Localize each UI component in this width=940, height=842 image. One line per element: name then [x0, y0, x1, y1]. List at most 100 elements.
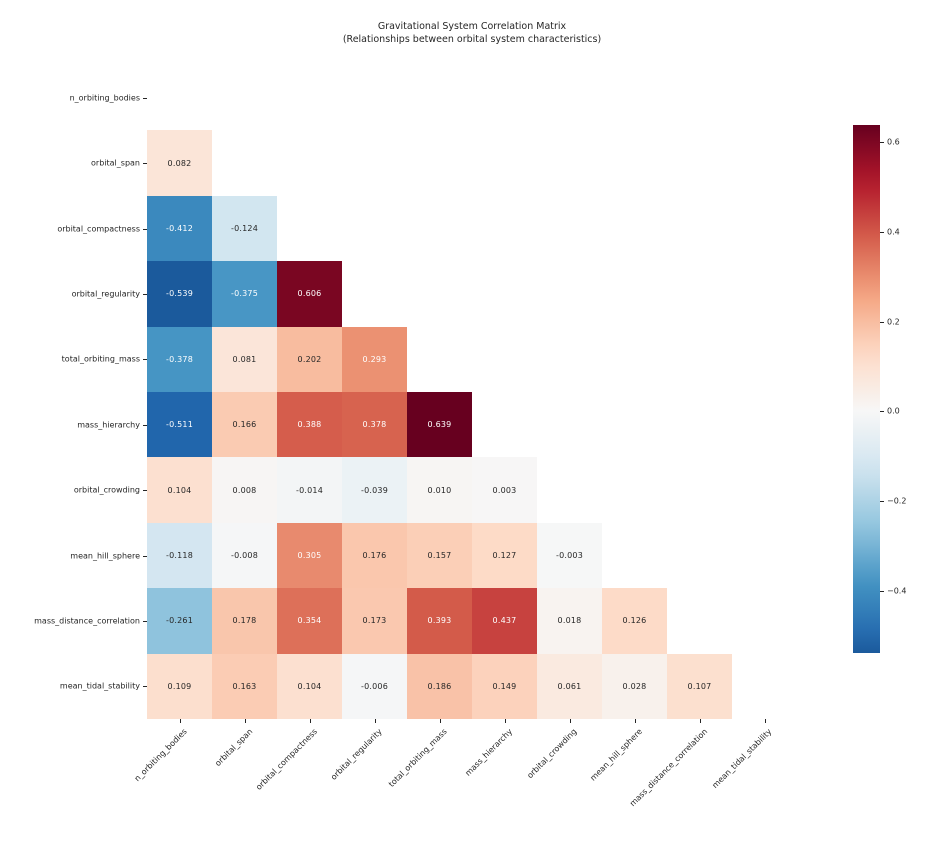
chart-subtitle: (Relationships between orbital system ch…: [342, 34, 602, 45]
heatmap-cell: 0.388: [277, 392, 342, 458]
cell-value: 0.178: [232, 616, 257, 626]
x-axis-tick-label: mean_hill_sphere: [588, 727, 644, 783]
x-tick-mark: [569, 719, 571, 723]
cell-value: -0.008: [231, 550, 258, 560]
cell-value: -0.014: [296, 485, 323, 495]
chart-title-block: Gravitational System Correlation Matrix …: [147, 20, 797, 46]
heatmap-cell: 0.186: [407, 653, 472, 719]
y-tick-mark: [143, 293, 147, 295]
heatmap-cell: 0.003: [472, 457, 537, 523]
heatmap-cell: 0.305: [277, 522, 342, 589]
heatmap-cell: -0.124: [212, 195, 277, 262]
heatmap-cell: 0.163: [212, 653, 277, 719]
heatmap-cell: 0.107: [667, 653, 732, 719]
y-tick-mark: [143, 686, 147, 688]
colorbar-tick-mark: [880, 411, 884, 413]
cell-value: 0.176: [362, 550, 387, 560]
y-axis-tick-label: mean_tidal_stability: [59, 681, 140, 691]
y-tick-mark: [143, 163, 147, 165]
cell-value: 0.061: [557, 681, 582, 691]
cell-value: -0.039: [361, 485, 388, 495]
heatmap-cell: 0.293: [342, 326, 407, 392]
cell-value: 0.639: [427, 420, 452, 430]
y-axis-tick-label: mass_distance_correlation: [34, 616, 140, 626]
cell-value: -0.511: [166, 420, 193, 430]
colorbar: [853, 125, 880, 653]
x-tick-mark: [179, 719, 181, 723]
cell-value: -0.261: [166, 616, 193, 626]
heatmap-cell: 0.178: [212, 588, 277, 654]
heatmap-cell: -0.006: [342, 653, 407, 719]
y-tick-mark: [143, 424, 147, 426]
cell-value: 0.186: [427, 681, 452, 691]
cell-value: 0.003: [492, 485, 517, 495]
heatmap-cell: 0.176: [342, 522, 407, 589]
cell-value: 0.008: [232, 485, 257, 495]
x-axis-tick-label: mass_hierarchy: [463, 727, 514, 778]
heatmap-cell: -0.014: [277, 457, 342, 523]
y-tick-mark: [143, 555, 147, 557]
heatmap-cell: 0.202: [277, 326, 342, 392]
x-axis-tick-label: orbital_span: [212, 727, 254, 768]
x-axis-tick-label: orbital_crowding: [525, 727, 579, 781]
y-axis-tick-label: orbital_regularity: [71, 289, 140, 299]
colorbar-tick-label: 0.2: [887, 317, 900, 327]
heatmap-cell: 0.081: [212, 326, 277, 392]
x-axis-tick-label: orbital_compactness: [254, 727, 319, 792]
x-tick-mark: [764, 719, 766, 723]
heatmap-cell: 0.104: [147, 457, 212, 523]
heatmap-cell: 0.378: [342, 392, 407, 458]
cell-value: -0.118: [166, 550, 193, 560]
heatmap-cell: 0.393: [407, 588, 472, 654]
colorbar-tick-mark: [880, 501, 884, 503]
heatmap-cell: 0.018: [537, 588, 602, 654]
heatmap-cell: 0.008: [212, 457, 277, 523]
heatmap-cell: 0.437: [472, 588, 537, 654]
colorbar-tick-label: 0.6: [887, 137, 900, 147]
heatmap-cell: -0.003: [537, 522, 602, 589]
y-tick-mark: [143, 620, 147, 622]
colorbar-tick-mark: [880, 142, 884, 144]
x-axis-tick-label: mean_tidal_stability: [710, 727, 774, 790]
x-tick-mark: [634, 719, 636, 723]
cell-value: 0.104: [297, 681, 322, 691]
cell-value: 0.126: [622, 616, 647, 626]
heatmap-cell: 0.166: [212, 392, 277, 458]
y-axis-tick-label: orbital_compactness: [57, 224, 140, 233]
cell-value: 0.082: [167, 158, 192, 168]
y-axis-tick-label: mean_hill_sphere: [70, 551, 140, 560]
heatmap-cell: 0.109: [147, 653, 212, 719]
y-axis-tick-label: n_orbiting_bodies: [69, 93, 140, 103]
cell-value: 0.378: [362, 420, 387, 430]
y-tick-mark: [143, 359, 147, 361]
x-tick-mark: [439, 719, 441, 723]
chart-title: Gravitational System Correlation Matrix: [377, 21, 567, 32]
cell-value: -0.124: [231, 223, 258, 233]
x-axis-tick-label: mass_distance_correlation: [627, 727, 709, 809]
cell-value: 0.127: [492, 550, 517, 560]
y-axis-tick-label: orbital_span: [91, 158, 140, 168]
x-tick-mark: [374, 719, 376, 723]
y-tick-mark: [143, 490, 147, 492]
cell-value: 0.163: [232, 681, 257, 691]
heatmap-cell: -0.118: [147, 522, 212, 589]
cell-value: 0.354: [297, 616, 322, 626]
heatmap-cell: 0.354: [277, 588, 342, 654]
heatmap-cell: 0.639: [407, 392, 472, 458]
heatmap-cell: -0.261: [147, 588, 212, 654]
colorbar-tick-label: −0.2: [887, 496, 907, 506]
cell-value: 0.166: [232, 420, 257, 430]
cell-value: 0.173: [362, 616, 387, 626]
cell-value: 0.149: [492, 681, 517, 691]
cell-value: 0.388: [297, 420, 322, 430]
heatmap-cell: 0.149: [472, 653, 537, 719]
colorbar-tick-label: −0.4: [887, 586, 907, 596]
cell-value: -0.003: [556, 550, 583, 560]
y-tick-mark: [143, 97, 147, 99]
heatmap-cell: 0.157: [407, 522, 472, 589]
heatmap-cell: 0.010: [407, 457, 472, 523]
x-axis-tick-label: n_orbiting_bodies: [132, 727, 189, 784]
cell-value: 0.028: [622, 681, 647, 691]
